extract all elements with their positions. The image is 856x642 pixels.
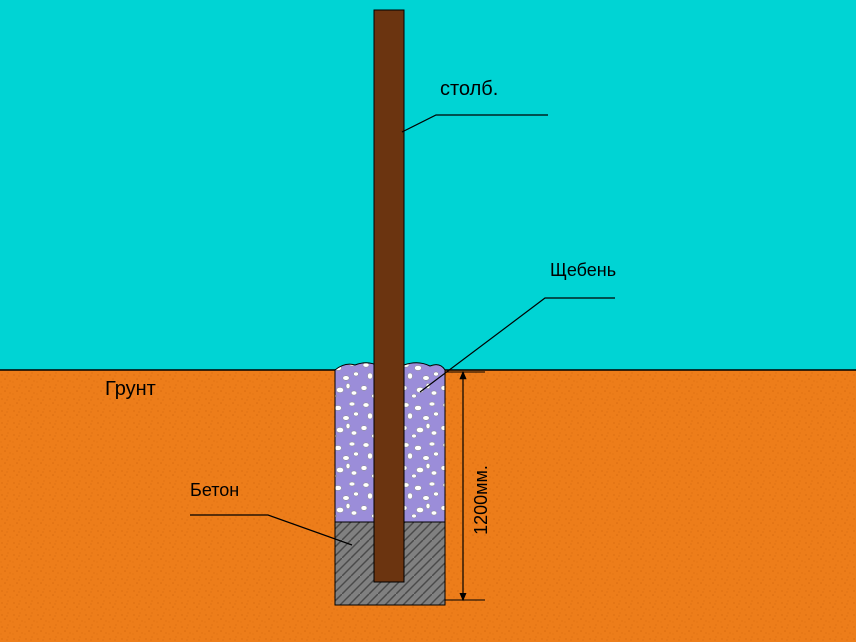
sky-region: [0, 0, 856, 370]
concrete-label: Бетон: [190, 480, 239, 500]
gravel-label: Щебень: [550, 260, 616, 280]
ground-label: Грунт: [105, 378, 156, 400]
post-label: столб.: [440, 78, 498, 100]
foundation-diagram: 1200мм. Грунт столб. Щебень Бетон: [0, 0, 856, 642]
dimension-value: 1200мм.: [471, 465, 491, 535]
post-region: [374, 10, 404, 582]
